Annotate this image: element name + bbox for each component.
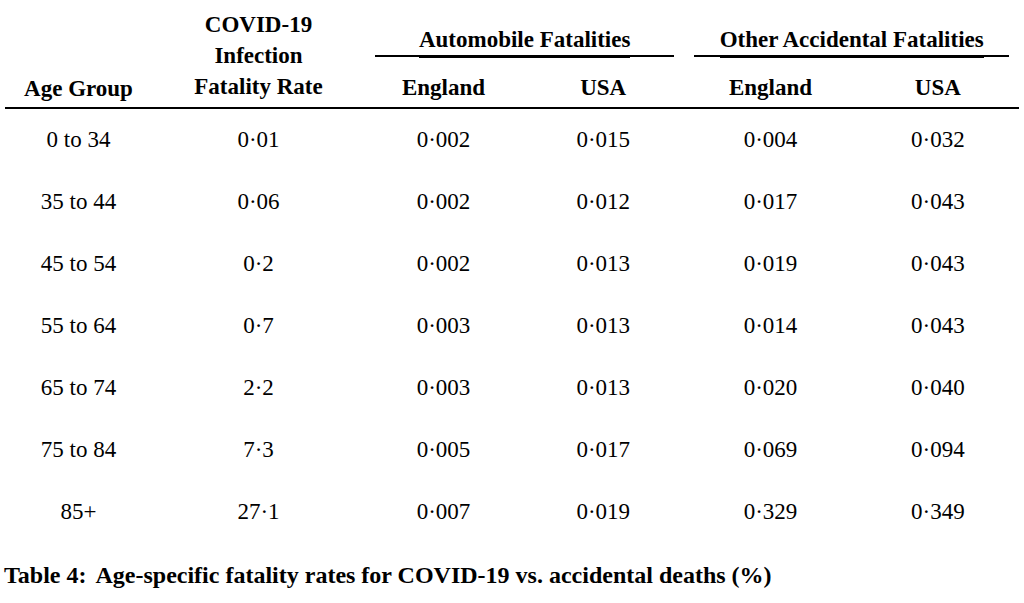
subheader-automobile-usa: USA (522, 62, 684, 108)
cell-other-usa: 0·043 (857, 233, 1019, 295)
cell-ifr: 27·1 (152, 481, 365, 543)
table-row: 85+ 27·1 0·007 0·019 0·329 0·349 (5, 481, 1019, 543)
cell-auto-usa: 0·019 (522, 481, 684, 543)
cell-other-usa: 0·040 (857, 357, 1019, 419)
table-row: 65 to 74 2·2 0·003 0·013 0·020 0·040 (5, 357, 1019, 419)
fatality-table: Age Group COVID-19 Infection Fatality Ra… (5, 4, 1019, 543)
cell-auto-usa: 0·013 (522, 357, 684, 419)
cell-other-usa: 0·043 (857, 171, 1019, 233)
table-caption: Table 4: Age-specific fatality rates for … (4, 562, 1024, 589)
cell-other-england: 0·004 (684, 108, 856, 171)
group-header-automobile-fatalities: Automobile Fatalities (365, 4, 684, 62)
table-row: 0 to 34 0·01 0·002 0·015 0·004 0·032 (5, 108, 1019, 171)
cell-ifr: 0·06 (152, 171, 365, 233)
subheader-automobile-england: England (365, 62, 522, 108)
group-header-other-accidental-fatalities: Other Accidental Fatalities (684, 4, 1019, 62)
cell-age: 45 to 54 (5, 233, 152, 295)
cell-other-england: 0·329 (684, 481, 856, 543)
cell-other-usa: 0·094 (857, 419, 1019, 481)
subheader-other-usa: USA (857, 62, 1019, 108)
header-group-row: Age Group COVID-19 Infection Fatality Ra… (5, 4, 1019, 62)
cell-other-usa: 0·043 (857, 295, 1019, 357)
cell-ifr: 0·01 (152, 108, 365, 171)
ifr-header-line-1: COVID-19 (152, 9, 365, 40)
table-row: 35 to 44 0·06 0·002 0·012 0·017 0·043 (5, 171, 1019, 233)
table-row: 55 to 64 0·7 0·003 0·013 0·014 0·043 (5, 295, 1019, 357)
caption-label: Table 4: (4, 562, 86, 588)
cell-other-england: 0·017 (684, 171, 856, 233)
automobile-group-label: Automobile Fatalities (419, 27, 630, 57)
cell-other-england: 0·019 (684, 233, 856, 295)
table-row: 75 to 84 7·3 0·005 0·017 0·069 0·094 (5, 419, 1019, 481)
cell-age: 85+ (5, 481, 152, 543)
subheader-other-england: England (684, 62, 856, 108)
ifr-header-line-3: Fatality Rate (152, 71, 365, 102)
cell-auto-usa: 0·013 (522, 295, 684, 357)
other-accidental-group-label: Other Accidental Fatalities (720, 27, 984, 57)
paper-table-page: Age Group COVID-19 Infection Fatality Ra… (0, 0, 1024, 603)
cell-ifr: 7·3 (152, 419, 365, 481)
cell-age: 65 to 74 (5, 357, 152, 419)
cell-age: 55 to 64 (5, 295, 152, 357)
caption-text: Age-specific fatality rates for COVID-19… (95, 562, 771, 588)
table-header: Age Group COVID-19 Infection Fatality Ra… (5, 4, 1019, 108)
table-body: 0 to 34 0·01 0·002 0·015 0·004 0·032 35 … (5, 108, 1019, 543)
cell-other-england: 0·020 (684, 357, 856, 419)
cell-auto-england: 0·002 (365, 233, 522, 295)
cell-auto-england: 0·002 (365, 171, 522, 233)
cell-age: 75 to 84 (5, 419, 152, 481)
cell-other-england: 0·069 (684, 419, 856, 481)
cell-auto-england: 0·003 (365, 357, 522, 419)
cell-auto-england: 0·005 (365, 419, 522, 481)
cell-other-england: 0·014 (684, 295, 856, 357)
cell-ifr: 0·2 (152, 233, 365, 295)
cell-auto-usa: 0·012 (522, 171, 684, 233)
cell-auto-england: 0·007 (365, 481, 522, 543)
cell-auto-usa: 0·017 (522, 419, 684, 481)
cell-auto-england: 0·002 (365, 108, 522, 171)
column-header-ifr: COVID-19 Infection Fatality Rate (152, 4, 365, 108)
cell-age: 0 to 34 (5, 108, 152, 171)
cell-auto-england: 0·003 (365, 295, 522, 357)
table-row: 45 to 54 0·2 0·002 0·013 0·019 0·043 (5, 233, 1019, 295)
cell-age: 35 to 44 (5, 171, 152, 233)
cell-other-usa: 0·349 (857, 481, 1019, 543)
automobile-group-rule: Automobile Fatalities (375, 27, 674, 57)
cell-other-usa: 0·032 (857, 108, 1019, 171)
cell-ifr: 2·2 (152, 357, 365, 419)
other-accidental-group-rule: Other Accidental Fatalities (694, 27, 1009, 57)
column-header-age-group: Age Group (5, 4, 152, 108)
cell-auto-usa: 0·013 (522, 233, 684, 295)
cell-ifr: 0·7 (152, 295, 365, 357)
ifr-header-line-2: Infection (152, 40, 365, 71)
cell-auto-usa: 0·015 (522, 108, 684, 171)
